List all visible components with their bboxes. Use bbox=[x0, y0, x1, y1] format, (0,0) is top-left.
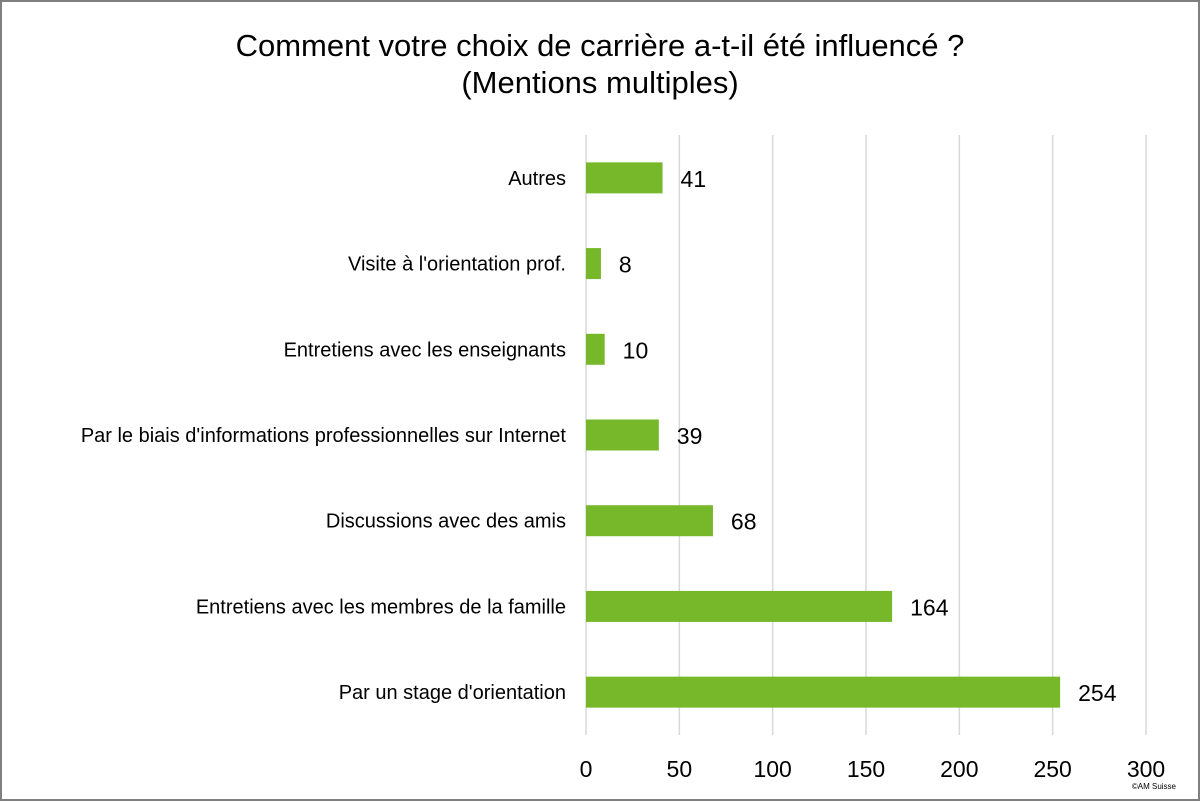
chart-title: Comment votre choix de carrière a-t-il é… bbox=[236, 28, 965, 100]
category-label: Discussions avec des amis bbox=[326, 511, 566, 533]
category-label: Autres bbox=[508, 168, 566, 190]
bar bbox=[586, 505, 713, 537]
bar bbox=[586, 248, 601, 280]
chart-title-line-1: Comment votre choix de carrière a-t-il é… bbox=[236, 28, 965, 63]
x-tick-label: 200 bbox=[940, 756, 978, 782]
category-label: Visite à l'orientation prof. bbox=[348, 254, 566, 276]
bar bbox=[586, 676, 1061, 708]
data-label: 10 bbox=[623, 337, 649, 363]
category-label: Entretiens avec les membres de la famill… bbox=[196, 596, 566, 618]
x-tick-label: 300 bbox=[1127, 756, 1165, 782]
data-labels: 41 8 10 39 68 164 254 bbox=[619, 166, 1117, 706]
bar bbox=[586, 333, 605, 365]
bars bbox=[586, 162, 1061, 708]
x-tick-label: 250 bbox=[1033, 756, 1071, 782]
bar bbox=[586, 419, 659, 451]
data-label: 164 bbox=[910, 594, 949, 620]
data-label: 254 bbox=[1078, 680, 1117, 706]
bar bbox=[586, 162, 663, 194]
chart-title-line-2: (Mentions multiples) bbox=[461, 65, 738, 100]
data-label: 39 bbox=[677, 423, 703, 449]
bar bbox=[586, 590, 893, 622]
x-axis-ticks: 0 50 100 150 200 250 300 bbox=[580, 756, 1166, 782]
x-tick-label: 150 bbox=[847, 756, 885, 782]
copyright-credit: ©AM Suisse bbox=[1132, 782, 1177, 791]
data-label: 41 bbox=[681, 166, 707, 192]
data-label: 68 bbox=[731, 509, 757, 535]
x-tick-label: 100 bbox=[753, 756, 791, 782]
x-tick-label: 50 bbox=[667, 756, 693, 782]
x-tick-label: 0 bbox=[580, 756, 593, 782]
category-labels: Autres Visite à l'orientation prof. Entret… bbox=[81, 168, 567, 704]
category-label: Par le biais d'informations professionne… bbox=[81, 425, 567, 447]
category-label: Par un stage d'orientation bbox=[339, 682, 566, 704]
category-label: Entretiens avec les enseignants bbox=[284, 339, 566, 361]
data-label: 8 bbox=[619, 252, 632, 278]
gridlines bbox=[585, 135, 1147, 735]
